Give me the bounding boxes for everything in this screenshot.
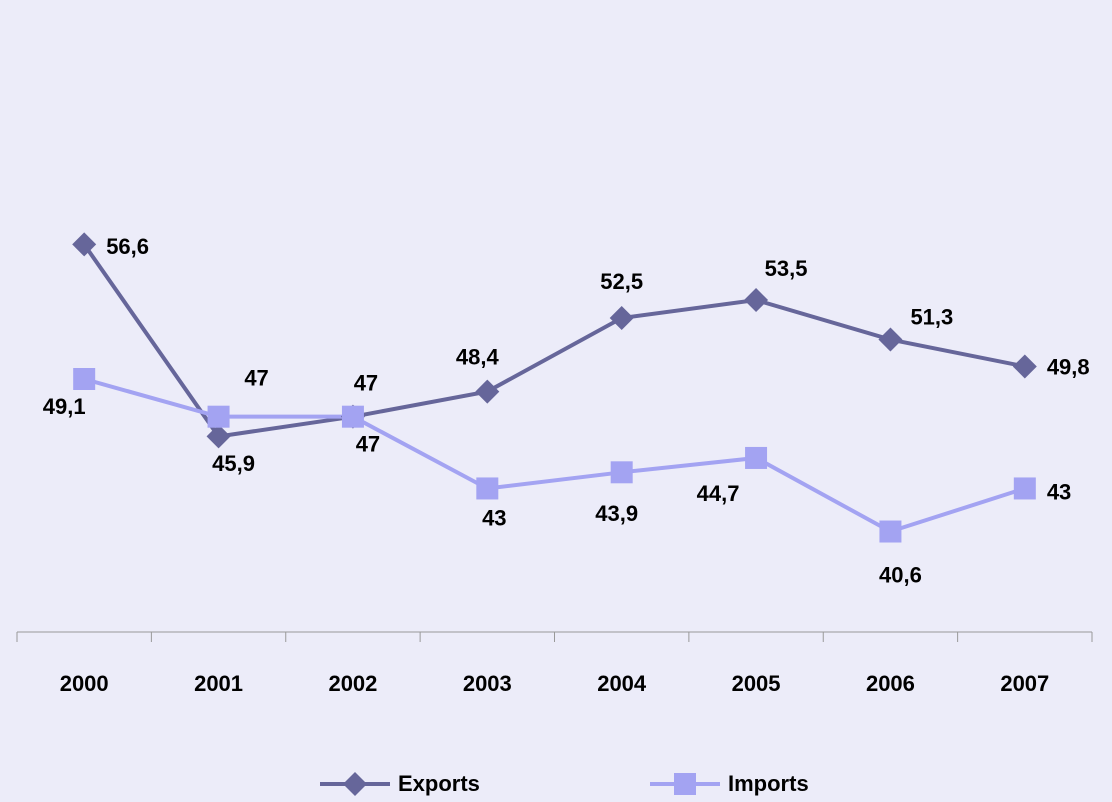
point <box>1013 477 1036 500</box>
data-label: 40,6 <box>879 562 922 587</box>
data-label: 43 <box>482 505 506 530</box>
x-tick-label: 2004 <box>597 671 647 696</box>
point <box>341 405 364 428</box>
data-label: 44,7 <box>697 481 740 506</box>
point <box>206 424 231 449</box>
data-label: 56,6 <box>106 234 149 259</box>
series-line <box>83 377 1026 534</box>
data-label: 48,4 <box>456 344 500 369</box>
data-label: 47 <box>244 365 268 390</box>
point <box>609 306 634 330</box>
data-label: 51,3 <box>910 304 953 329</box>
x-tick-label: 2006 <box>866 671 915 696</box>
point <box>476 477 499 500</box>
data-label: 47 <box>354 370 378 395</box>
data-label: 43 <box>1047 479 1071 504</box>
data-label: 52,5 <box>600 269 643 294</box>
point <box>878 327 903 352</box>
point <box>475 379 500 404</box>
series-line <box>82 243 1026 439</box>
legend-marker <box>674 773 696 795</box>
legend-label: Imports <box>728 771 809 796</box>
x-tick-label: 2002 <box>328 671 377 696</box>
x-tick-label: 2001 <box>194 671 243 696</box>
point <box>72 232 97 257</box>
data-label: 49,1 <box>43 394 86 419</box>
data-label: 53,5 <box>765 256 808 281</box>
x-tick-label: 2003 <box>463 671 512 696</box>
point <box>744 288 769 313</box>
data-label: 49,8 <box>1047 354 1090 379</box>
point <box>1012 354 1037 379</box>
point <box>879 520 902 543</box>
point <box>610 461 633 484</box>
x-tick-label: 2000 <box>60 671 109 696</box>
x-tick-label: 2005 <box>732 671 781 696</box>
data-label: 43,9 <box>595 501 638 526</box>
point <box>207 405 230 428</box>
point <box>745 446 768 469</box>
legend-label: Exports <box>398 771 480 796</box>
point <box>73 368 96 391</box>
x-tick-label: 2007 <box>1000 671 1049 696</box>
data-label: 47 <box>356 431 380 456</box>
data-label: 45,9 <box>212 451 255 476</box>
legend-marker <box>343 772 367 796</box>
